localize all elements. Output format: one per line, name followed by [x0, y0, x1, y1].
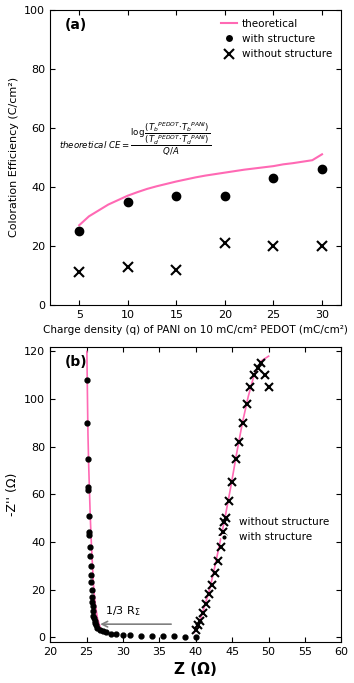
Y-axis label: -Z'' (Ω): -Z'' (Ω) [6, 473, 18, 516]
Text: $\mathit{theoretical\ CE} = \dfrac{\log\dfrac{(T_b{}^{PEDOT}{\cdot}T_b{}^{PANI}): $\mathit{theoretical\ CE} = \dfrac{\log\… [59, 121, 211, 158]
Text: 1/3 R$_\Sigma$: 1/3 R$_\Sigma$ [105, 604, 141, 618]
Legend: without structure, with structure: without structure, with structure [214, 513, 333, 546]
Text: (b): (b) [65, 355, 87, 370]
X-axis label: Charge density (q) of PANI on 10 mC/cm² PEDOT (mC/cm²): Charge density (q) of PANI on 10 mC/cm² … [43, 325, 348, 335]
X-axis label: Z (Ω): Z (Ω) [174, 663, 217, 678]
Text: (a): (a) [65, 18, 87, 32]
Y-axis label: Coloration Efficiency (C/cm²): Coloration Efficiency (C/cm²) [9, 77, 19, 237]
Legend: theoretical, with structure, without structure: theoretical, with structure, without str… [217, 15, 336, 64]
